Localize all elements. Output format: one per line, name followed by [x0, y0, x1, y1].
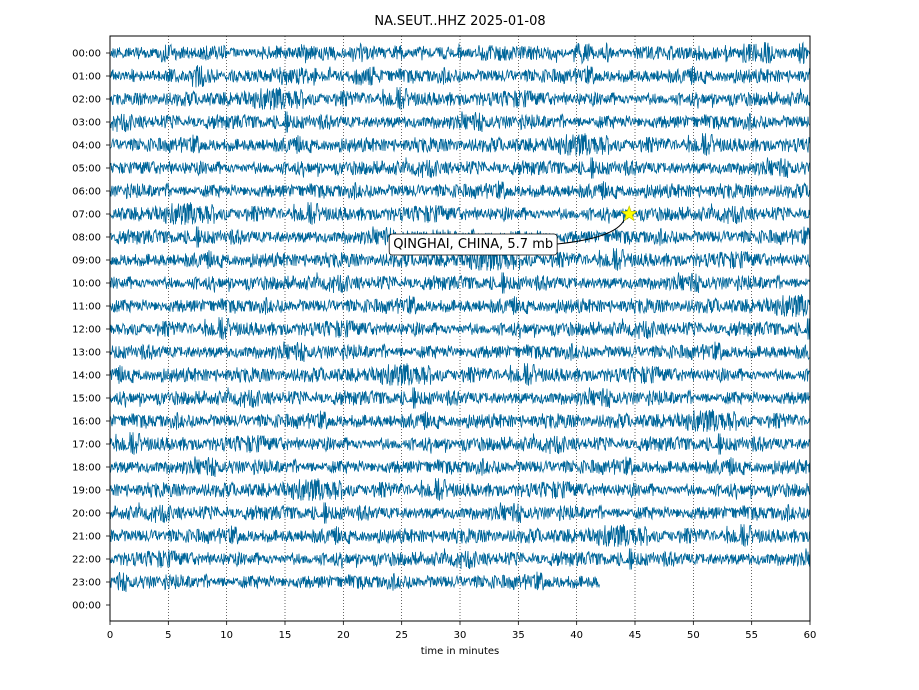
trace-7 [109, 202, 810, 225]
trace-18 [109, 456, 810, 478]
trace-5 [109, 157, 810, 179]
trace-16 [109, 409, 810, 432]
x-tick-label-8: 40 [570, 630, 583, 641]
trace-15 [109, 387, 810, 409]
y-tick-label-23: 23:00 [72, 578, 101, 589]
x-tick-label-6: 30 [454, 630, 467, 641]
y-tick-label-11: 11:00 [72, 302, 101, 313]
y-tick-label-1: 01:00 [72, 72, 101, 83]
trace-12 [109, 317, 810, 340]
trace-0 [109, 41, 810, 65]
event-label: QINGHAI, CHINA, 5.7 mb [393, 237, 553, 252]
event-arrow [557, 219, 625, 245]
x-tick-label-0: 0 [107, 630, 113, 641]
x-tick-label-11: 55 [745, 630, 758, 641]
y-tick-label-2: 02:00 [72, 95, 101, 106]
y-tick-label-10: 10:00 [72, 279, 101, 290]
trace-6 [109, 180, 810, 200]
x-tick-label-5: 25 [395, 630, 408, 641]
y-tick-label-15: 15:00 [72, 394, 101, 405]
plot-frame [109, 35, 811, 622]
x-tick-label-4: 20 [337, 630, 350, 641]
trace-13 [109, 341, 810, 363]
y-tick-label-14: 14:00 [72, 371, 101, 382]
x-tick-label-3: 15 [279, 630, 292, 641]
y-tick-label-0: 00:00 [72, 49, 101, 60]
trace-1 [109, 65, 810, 88]
y-tick-label-17: 17:00 [72, 440, 101, 451]
chart-title: NA.SEUT..HHZ 2025-01-08 [374, 14, 545, 29]
event-annotation: QINGHAI, CHINA, 5.7 mb [388, 205, 638, 256]
x-tick-label-7: 35 [512, 630, 525, 641]
y-tick-label-3: 03:00 [72, 118, 101, 129]
event-star-icon [620, 205, 638, 222]
trace-11 [109, 294, 810, 317]
y-tick-label-20: 20:00 [72, 509, 101, 520]
x-tick-label-12: 60 [804, 630, 817, 641]
y-tick-label-21: 21:00 [72, 532, 101, 543]
x-tick-label-2: 10 [220, 630, 233, 641]
y-tick-label-5: 05:00 [72, 164, 101, 175]
trace-10 [109, 272, 810, 294]
trace-3 [109, 111, 810, 133]
trace-20 [109, 502, 810, 524]
trace-2 [109, 87, 810, 110]
y-tick-label-6: 06:00 [72, 187, 101, 198]
y-axis: 00:00 01:00 02:00 03:00 04:00 05:00 06:00 07:00… [72, 49, 110, 612]
y-tick-label-13: 13:00 [72, 348, 101, 359]
y-tick-label-18: 18:00 [72, 463, 101, 474]
x-tick-label-9: 45 [629, 630, 642, 641]
trace-4 [109, 133, 810, 156]
trace-22 [109, 548, 810, 570]
trace-14 [109, 363, 810, 386]
trace-19 [109, 478, 810, 501]
y-tick-label-7: 07:00 [72, 210, 101, 221]
trace-9 [109, 248, 810, 271]
y-tick-label-8: 08:00 [72, 233, 101, 244]
trace-17 [109, 432, 810, 455]
event-label-box [388, 233, 558, 256]
y-tick-label-9: 09:00 [72, 256, 101, 267]
y-tick-label-19: 19:00 [72, 486, 101, 497]
x-axis-label: time in minutes [421, 646, 500, 657]
x-tick-label-10: 50 [687, 630, 700, 641]
trace-21 [109, 524, 810, 547]
x-tick-label-1: 5 [165, 630, 171, 641]
x-axis: 0 5 10 15 20 25 30 35 40 45 50 55 60 [107, 621, 817, 641]
y-tick-label-4: 04:00 [72, 141, 101, 152]
y-tick-label-12: 12:00 [72, 325, 101, 336]
trace-23 [109, 571, 600, 593]
y-tick-label-24: 00:00 [72, 601, 101, 612]
traces [109, 41, 810, 593]
y-tick-label-16: 16:00 [72, 417, 101, 428]
y-tick-label-22: 22:00 [72, 555, 101, 566]
